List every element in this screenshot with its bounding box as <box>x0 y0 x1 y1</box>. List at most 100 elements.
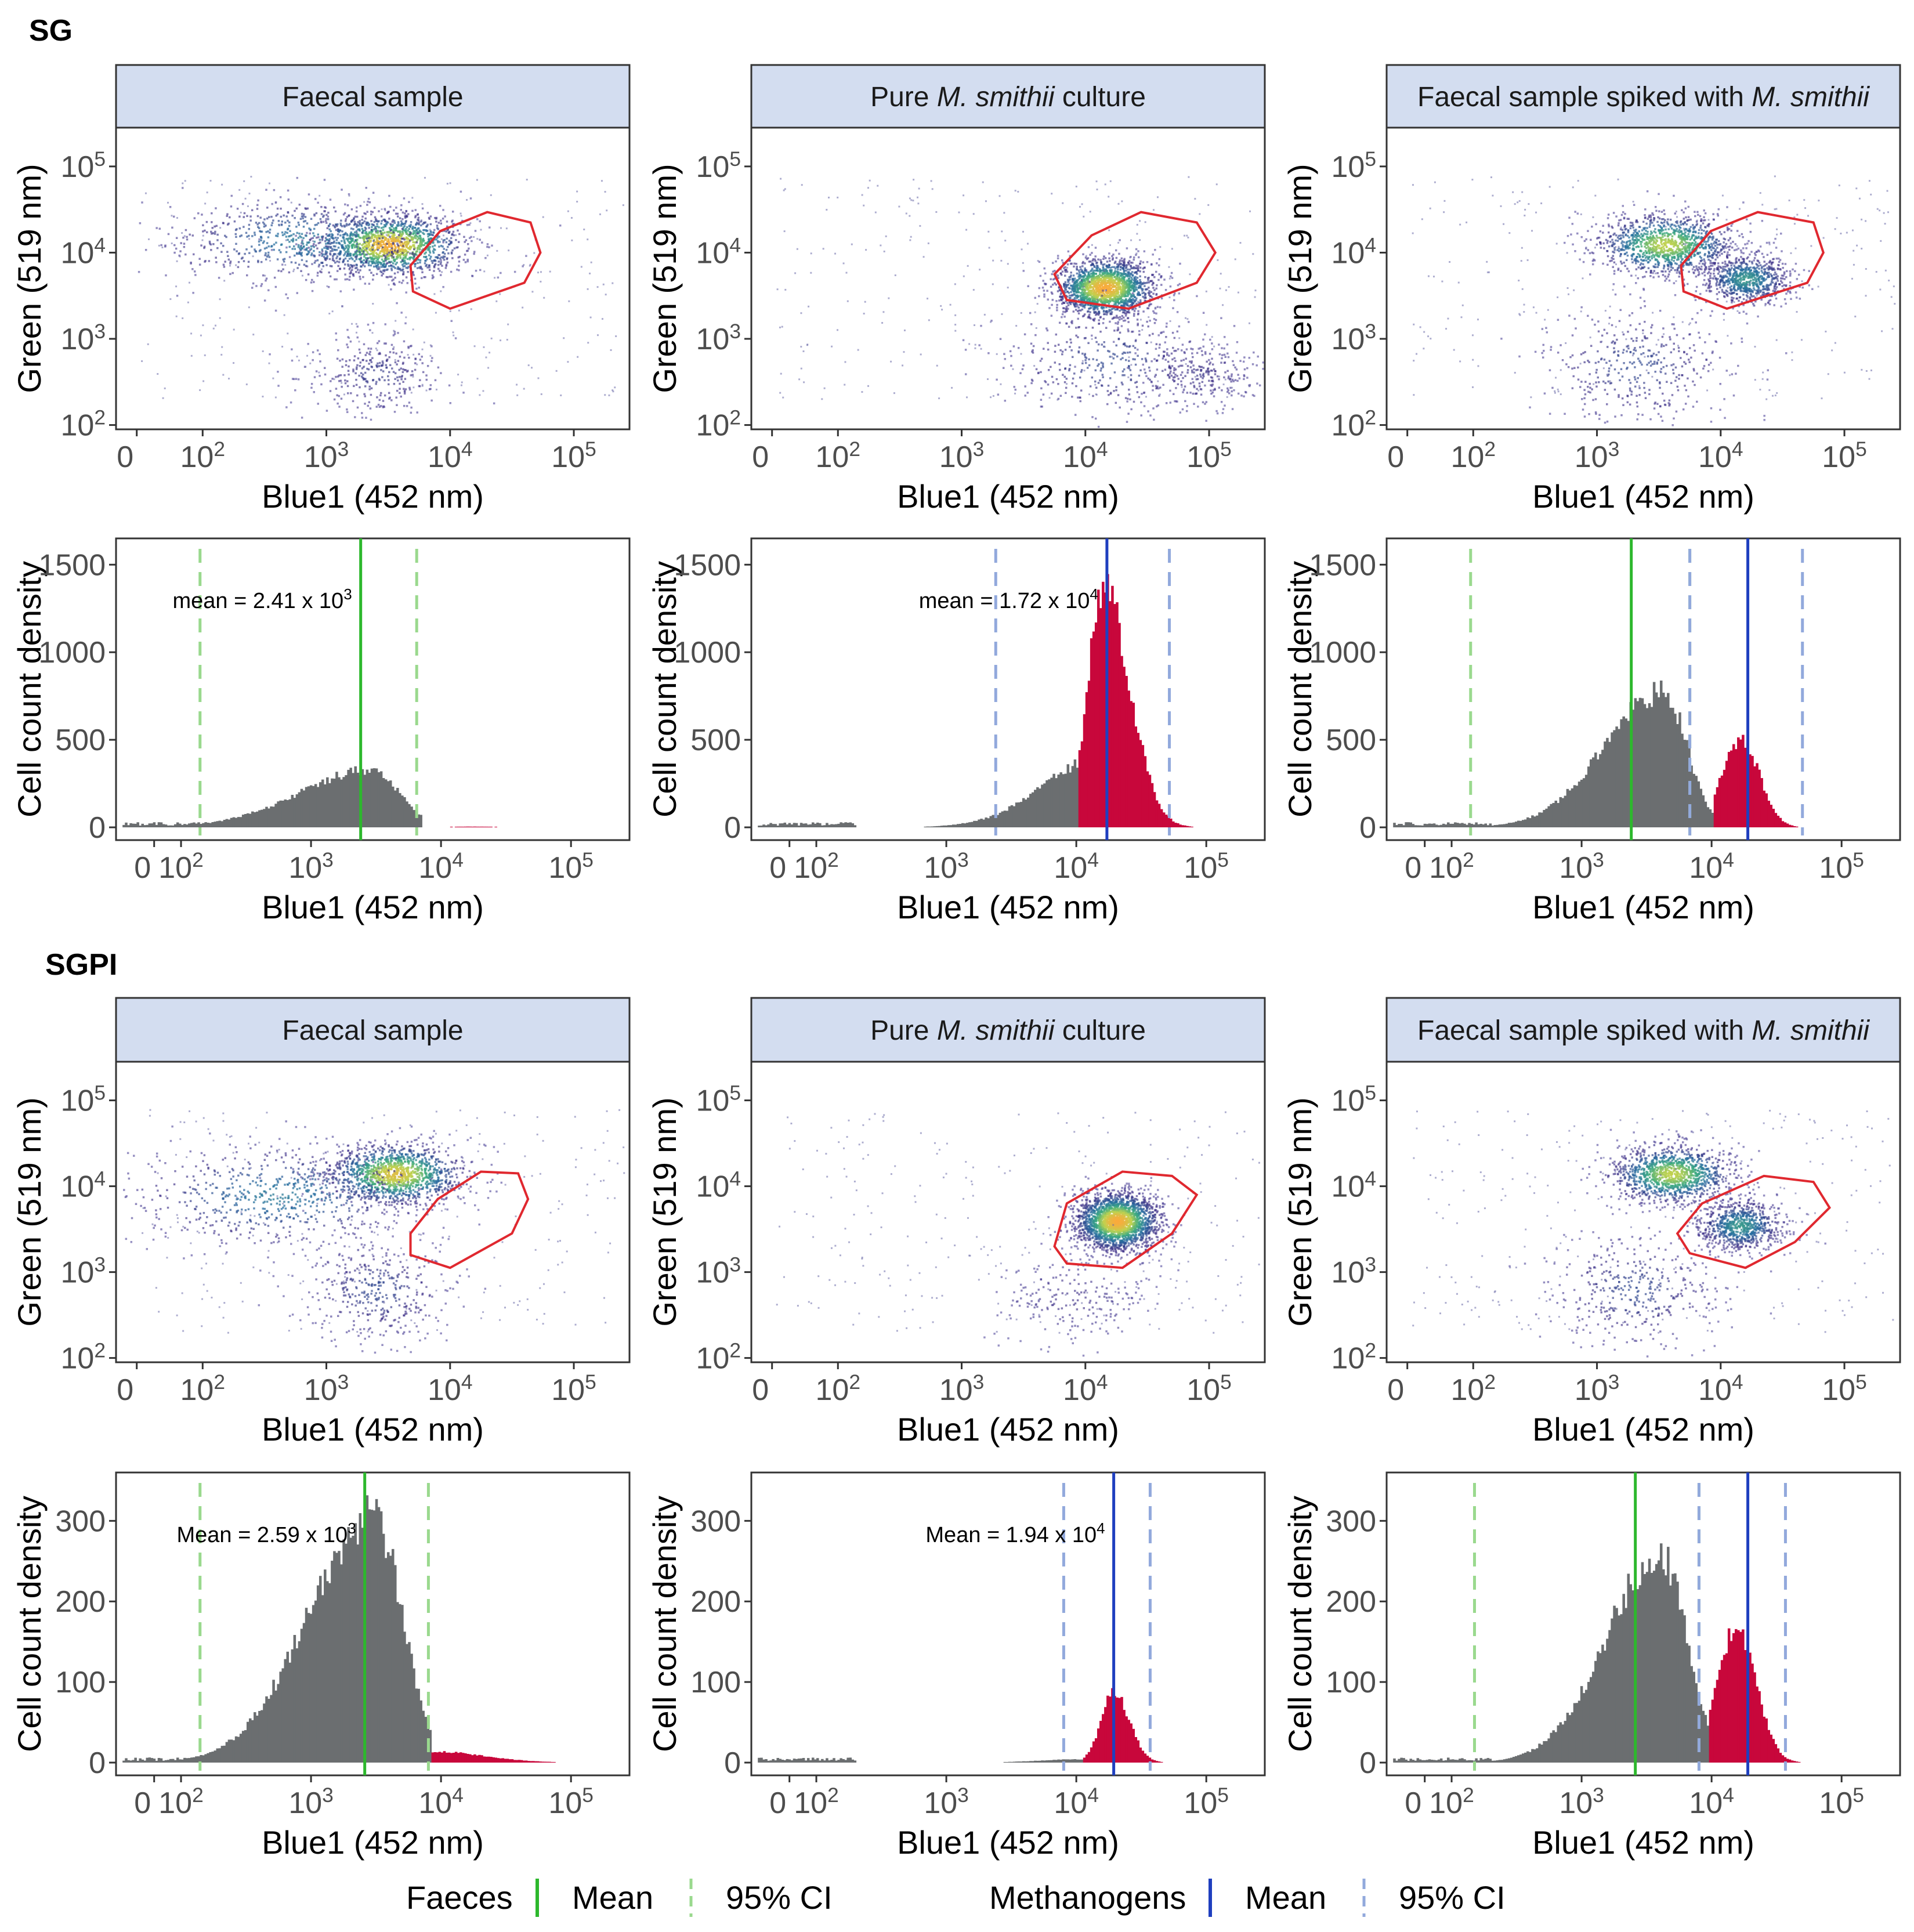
scatter-point <box>352 234 354 237</box>
scatter-point <box>373 220 376 223</box>
scatter-point <box>334 278 336 281</box>
scatter-point <box>1061 313 1064 316</box>
scatter-point <box>1069 276 1072 278</box>
scatter-point <box>396 267 399 270</box>
scatter-point <box>371 248 374 251</box>
scatter-point <box>402 368 404 371</box>
scatter-point <box>276 207 279 210</box>
scatter-point <box>1093 293 1095 295</box>
scatter-point <box>381 237 384 239</box>
scatter-point <box>1128 268 1131 271</box>
scatter-point <box>167 201 169 204</box>
y-tick-label: 103 <box>60 320 106 357</box>
scatter-point <box>1061 295 1063 298</box>
scatter-point <box>418 229 421 231</box>
scatter-point <box>1121 276 1123 279</box>
scatter-point <box>158 227 161 230</box>
scatter-point <box>1173 337 1176 339</box>
scatter-point <box>1084 295 1087 298</box>
scatter-point <box>1069 255 1072 258</box>
scatter-point <box>318 263 321 266</box>
scatter-point <box>313 227 316 230</box>
scatter-point <box>1103 301 1106 303</box>
scatter-point <box>1127 321 1130 323</box>
scatter-point <box>296 252 298 255</box>
x-tick-label: 103 <box>304 438 349 475</box>
scatter-point <box>1105 282 1108 285</box>
scatter-point <box>255 250 258 253</box>
scatter-point <box>1236 379 1239 382</box>
scatter-point <box>1128 271 1130 273</box>
scatter-point <box>1121 353 1124 355</box>
scatter-point <box>470 236 472 238</box>
scatter-point <box>1101 296 1103 299</box>
scatter-point <box>605 294 607 296</box>
scatter-point <box>350 227 353 230</box>
scatter-point <box>349 241 352 244</box>
scatter-point <box>383 224 386 226</box>
scatter-point <box>304 216 307 218</box>
scatter-point <box>1034 296 1037 299</box>
scatter-point <box>1123 342 1126 345</box>
scatter-point <box>1123 368 1126 371</box>
scatter-point <box>410 411 413 414</box>
scatter-point <box>442 255 445 258</box>
scatter-point <box>1091 274 1094 277</box>
scatter-point <box>1114 301 1117 304</box>
scatter-point <box>612 389 614 392</box>
scatter-point <box>1102 263 1104 266</box>
scatter-point <box>1094 247 1097 249</box>
scatter-point <box>457 265 460 267</box>
scatter-point <box>1077 312 1080 314</box>
scatter-point <box>1139 278 1141 281</box>
scatter-point <box>406 237 409 240</box>
scatter-point <box>458 241 460 243</box>
scatter-point <box>1103 284 1106 287</box>
scatter-point <box>451 233 454 235</box>
scatter-point <box>1021 368 1024 371</box>
scatter-point <box>1103 263 1106 266</box>
scatter-point <box>1096 290 1099 293</box>
scatter-point <box>245 231 248 234</box>
scatter-point <box>401 227 404 230</box>
scatter-point <box>230 205 233 208</box>
scatter-point <box>460 215 462 217</box>
scatter-point <box>367 323 370 326</box>
scatter-point <box>1094 298 1096 301</box>
scatter-point <box>302 217 304 220</box>
scatter-point <box>413 237 415 239</box>
scatter-point <box>1112 357 1115 360</box>
scatter-point <box>321 250 324 252</box>
scatter-point <box>164 244 167 247</box>
scatter-point <box>523 388 525 390</box>
scatter-point <box>529 263 531 266</box>
scatter-point <box>1102 267 1105 270</box>
scatter-point <box>1124 312 1126 314</box>
scatter-point <box>238 227 241 230</box>
scatter-point <box>440 290 442 292</box>
scatter-point <box>403 259 406 262</box>
scatter-point <box>1148 286 1150 289</box>
scatter-point <box>341 244 344 247</box>
scatter-point <box>1091 252 1093 254</box>
scatter-point <box>270 245 273 248</box>
scatter-point <box>263 223 266 225</box>
scatter-point <box>378 379 381 381</box>
scatter-point <box>1071 382 1074 385</box>
y-tick-label: 104 <box>60 234 106 270</box>
scatter-point <box>1095 276 1098 278</box>
scatter-point <box>1140 414 1142 417</box>
scatter-point <box>291 378 294 380</box>
scatter-point <box>1115 289 1118 292</box>
scatter-point <box>1043 290 1045 292</box>
scatter-point <box>385 249 388 252</box>
scatter-point <box>401 371 404 374</box>
scatter-point <box>283 314 285 316</box>
scatter-point <box>1116 263 1119 266</box>
scatter-point <box>428 269 431 271</box>
scatter-point <box>1075 385 1077 388</box>
scatter-point <box>383 246 386 248</box>
scatter-point <box>321 261 324 264</box>
scatter-point <box>1089 299 1091 301</box>
scatter-point <box>1128 292 1131 295</box>
